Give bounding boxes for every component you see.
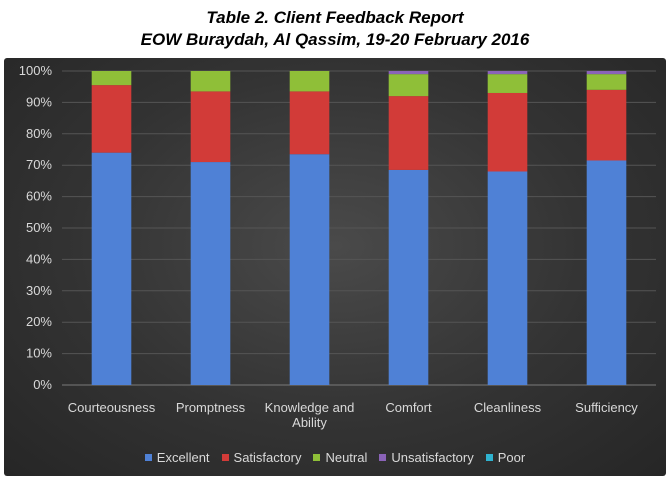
x-tick-label: Ability	[292, 415, 327, 430]
legend-item: Excellent	[144, 450, 210, 465]
legend-swatch	[221, 454, 229, 462]
x-tick-label: Knowledge and	[265, 400, 355, 415]
bar-segment-excellent	[91, 152, 132, 385]
bar-segment-excellent	[388, 169, 429, 385]
bar-segment-satisfactory	[91, 85, 132, 153]
bar-segment-excellent	[487, 171, 528, 385]
legend-label: Satisfactory	[233, 450, 302, 465]
legend-label: Unsatisfactory	[391, 450, 474, 465]
bar-segment-satisfactory	[487, 92, 528, 172]
legend-label: Excellent	[156, 450, 210, 465]
y-tick-label: 20%	[26, 314, 52, 329]
y-tick-label: 60%	[26, 189, 52, 204]
legend-label: Poor	[497, 450, 526, 465]
legend-item: Satisfactory	[221, 450, 302, 465]
y-tick-label: 30%	[26, 283, 52, 298]
bar-segment-unsatisfactory	[388, 71, 429, 75]
bar-segment-excellent	[190, 162, 231, 385]
legend-swatch	[485, 454, 493, 462]
bar-segment-satisfactory	[190, 91, 231, 163]
x-tick-label: Sufficiency	[575, 400, 638, 415]
legend-item: Unsatisfactory	[379, 450, 474, 465]
x-tick-label: Comfort	[385, 400, 432, 415]
y-tick-label: 100%	[19, 63, 53, 78]
y-tick-label: 40%	[26, 251, 52, 266]
bar-segment-unsatisfactory	[586, 71, 627, 75]
x-tick-label: Promptness	[176, 400, 246, 415]
y-tick-label: 80%	[26, 126, 52, 141]
chart-panel: 0% 10% 20% 30% 40% 50% 60% 70% 80% 90% 100% Courteo…	[4, 58, 666, 476]
x-tick-label: Courteousness	[68, 400, 156, 415]
bar-segment-satisfactory	[388, 96, 429, 170]
bar-segment-neutral	[190, 71, 231, 92]
legend-item: Poor	[485, 450, 526, 465]
chart-legend: Excellent Satisfactory Neutral Unsatisfacto…	[4, 450, 666, 465]
legend-swatch	[144, 454, 152, 462]
bar-segment-neutral	[487, 74, 528, 93]
legend-label: Neutral	[325, 450, 368, 465]
bar-segment-neutral	[586, 74, 627, 90]
chart-title: Table 2. Client Feedback Report	[206, 8, 464, 27]
bar-segment-neutral	[388, 74, 429, 97]
y-tick-label: 90%	[26, 94, 52, 109]
x-tick-label: Cleanliness	[474, 400, 542, 415]
y-tick-label: 10%	[26, 346, 52, 361]
stacked-bar-chart: 0% 10% 20% 30% 40% 50% 60% 70% 80% 90% 100% Courteo…	[19, 63, 656, 430]
bar-segment-satisfactory	[586, 89, 627, 161]
bar-segment-excellent	[289, 154, 330, 385]
y-tick-label: 0%	[33, 377, 52, 392]
bar-segment-neutral	[91, 71, 132, 86]
y-tick-label: 50%	[26, 220, 52, 235]
bar-segment-excellent	[586, 160, 627, 385]
chart-subtitle: EOW Buraydah, Al Qassim, 19-20 February …	[140, 30, 530, 49]
y-tick-label: 70%	[26, 157, 52, 172]
bar-segment-unsatisfactory	[487, 71, 528, 75]
bar-segment-satisfactory	[289, 91, 330, 155]
legend-swatch	[313, 454, 321, 462]
legend-item: Neutral	[313, 450, 367, 465]
bar-segment-neutral	[289, 71, 330, 92]
legend-swatch	[379, 454, 387, 462]
